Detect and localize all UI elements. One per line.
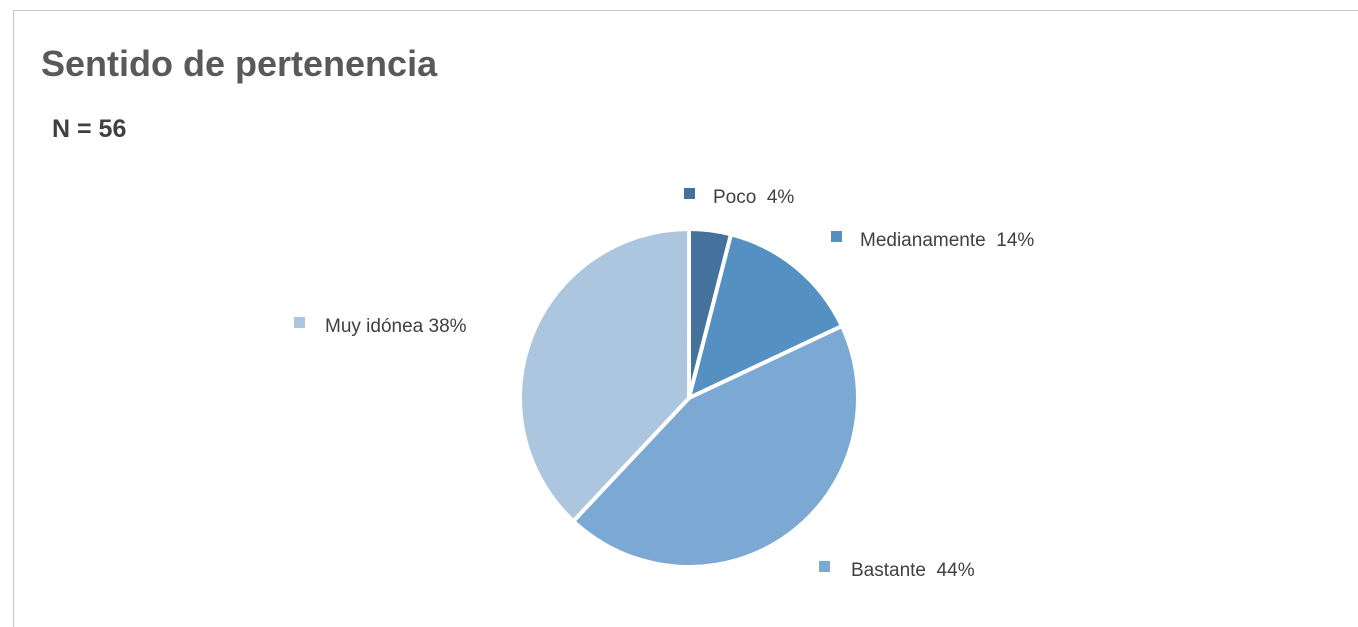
pie-slice <box>687 232 844 400</box>
slice-data-label: Poco 4% <box>713 187 794 208</box>
legend-marker <box>684 188 695 199</box>
legend-marker <box>294 317 305 328</box>
chart-title: Sentido de pertenencia <box>41 43 438 84</box>
chart-frame <box>13 10 1358 627</box>
slice-data-label: Muy idónea 38% <box>325 316 467 337</box>
pie-slice <box>517 227 691 524</box>
slice-data-label: Medianamente 14% <box>860 230 1034 251</box>
chart-subtitle: N = 56 <box>52 115 127 143</box>
slice-data-label: Bastante 44% <box>851 560 975 581</box>
legend-marker <box>831 231 842 242</box>
pie-slice <box>571 324 861 570</box>
legend-marker <box>819 561 830 572</box>
